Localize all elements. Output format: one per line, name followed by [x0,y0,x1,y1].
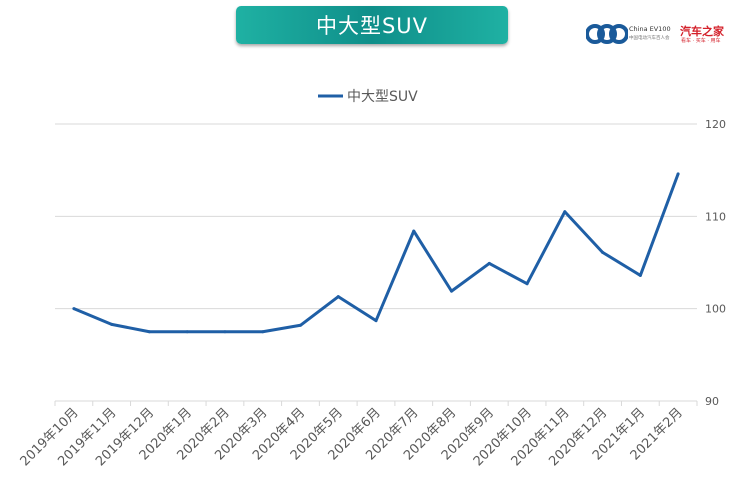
data-point [374,319,378,323]
data-point [261,330,265,334]
data-point [147,330,151,334]
legend-label: 中大型SUV [347,89,418,105]
logo: China EV100 中国电动汽车百人会 汽车之家 看车 · 买车 · 用车 [586,22,728,48]
data-point [563,210,567,214]
data-point [185,330,189,334]
y-tick-label: 100 [705,303,726,316]
page-title: 中大型SUV [315,14,429,38]
logo-subtext: 中国电动汽车百人会 [629,36,670,41]
data-point [450,289,454,293]
data-point [601,250,605,254]
data-point [336,295,340,299]
y-tick-label: 120 [705,118,726,131]
logo-text: China EV100 [629,25,671,33]
chart-legend: 中大型SUV [318,89,418,105]
title-banner: 中大型SUV [236,6,508,44]
y-tick-label: 90 [705,395,719,408]
data-point [525,282,529,286]
data-point [412,229,416,233]
data-point [223,330,227,334]
data-point [638,273,642,277]
y-tick-label: 110 [705,210,726,223]
logo-brand-sub: 看车 · 买车 · 用车 [681,38,721,44]
data-point [72,307,76,311]
logo-rings-icon [586,24,628,44]
data-point [298,323,302,327]
data-point [110,322,114,326]
logo-brand: 汽车之家 [680,25,724,38]
data-point [676,172,680,176]
data-point [487,261,491,265]
series-line [73,173,680,334]
